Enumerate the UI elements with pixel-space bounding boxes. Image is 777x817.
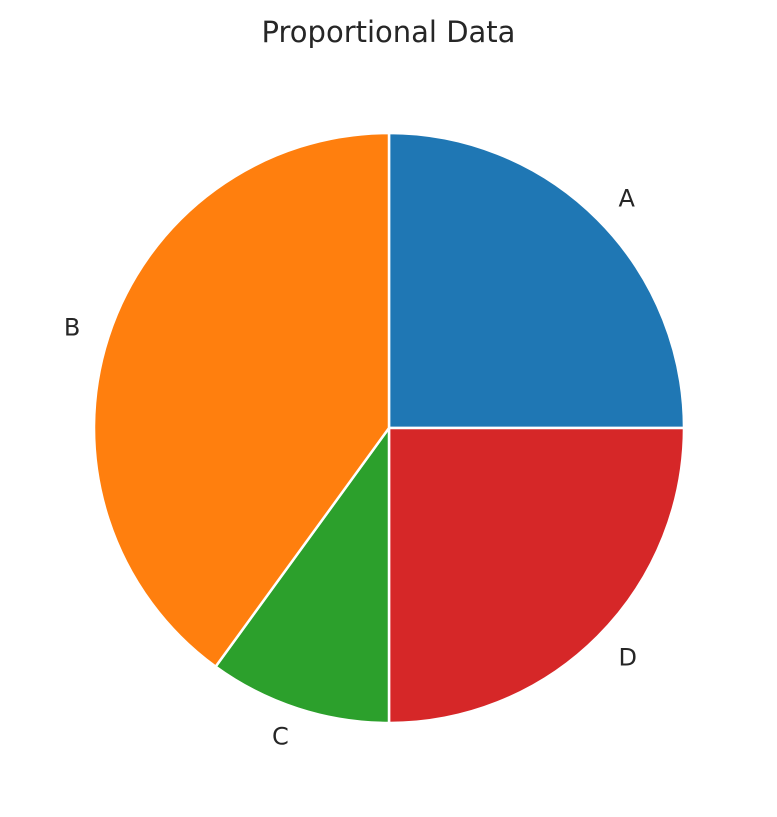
- pie-slice-b: [92, 131, 391, 668]
- slice-label-b: B: [64, 314, 80, 342]
- chart-title: Proportional Data: [262, 15, 516, 49]
- slice-label-d: D: [618, 643, 636, 671]
- slice-label-a: A: [618, 185, 635, 213]
- slice-label-c: C: [272, 723, 289, 751]
- pie-slice-a: [387, 131, 686, 430]
- pie-slice-labels: A D C B: [64, 185, 637, 751]
- pie-slice-c: [214, 426, 391, 725]
- pie-slice-d: [387, 426, 686, 725]
- pie-slices: [92, 131, 686, 725]
